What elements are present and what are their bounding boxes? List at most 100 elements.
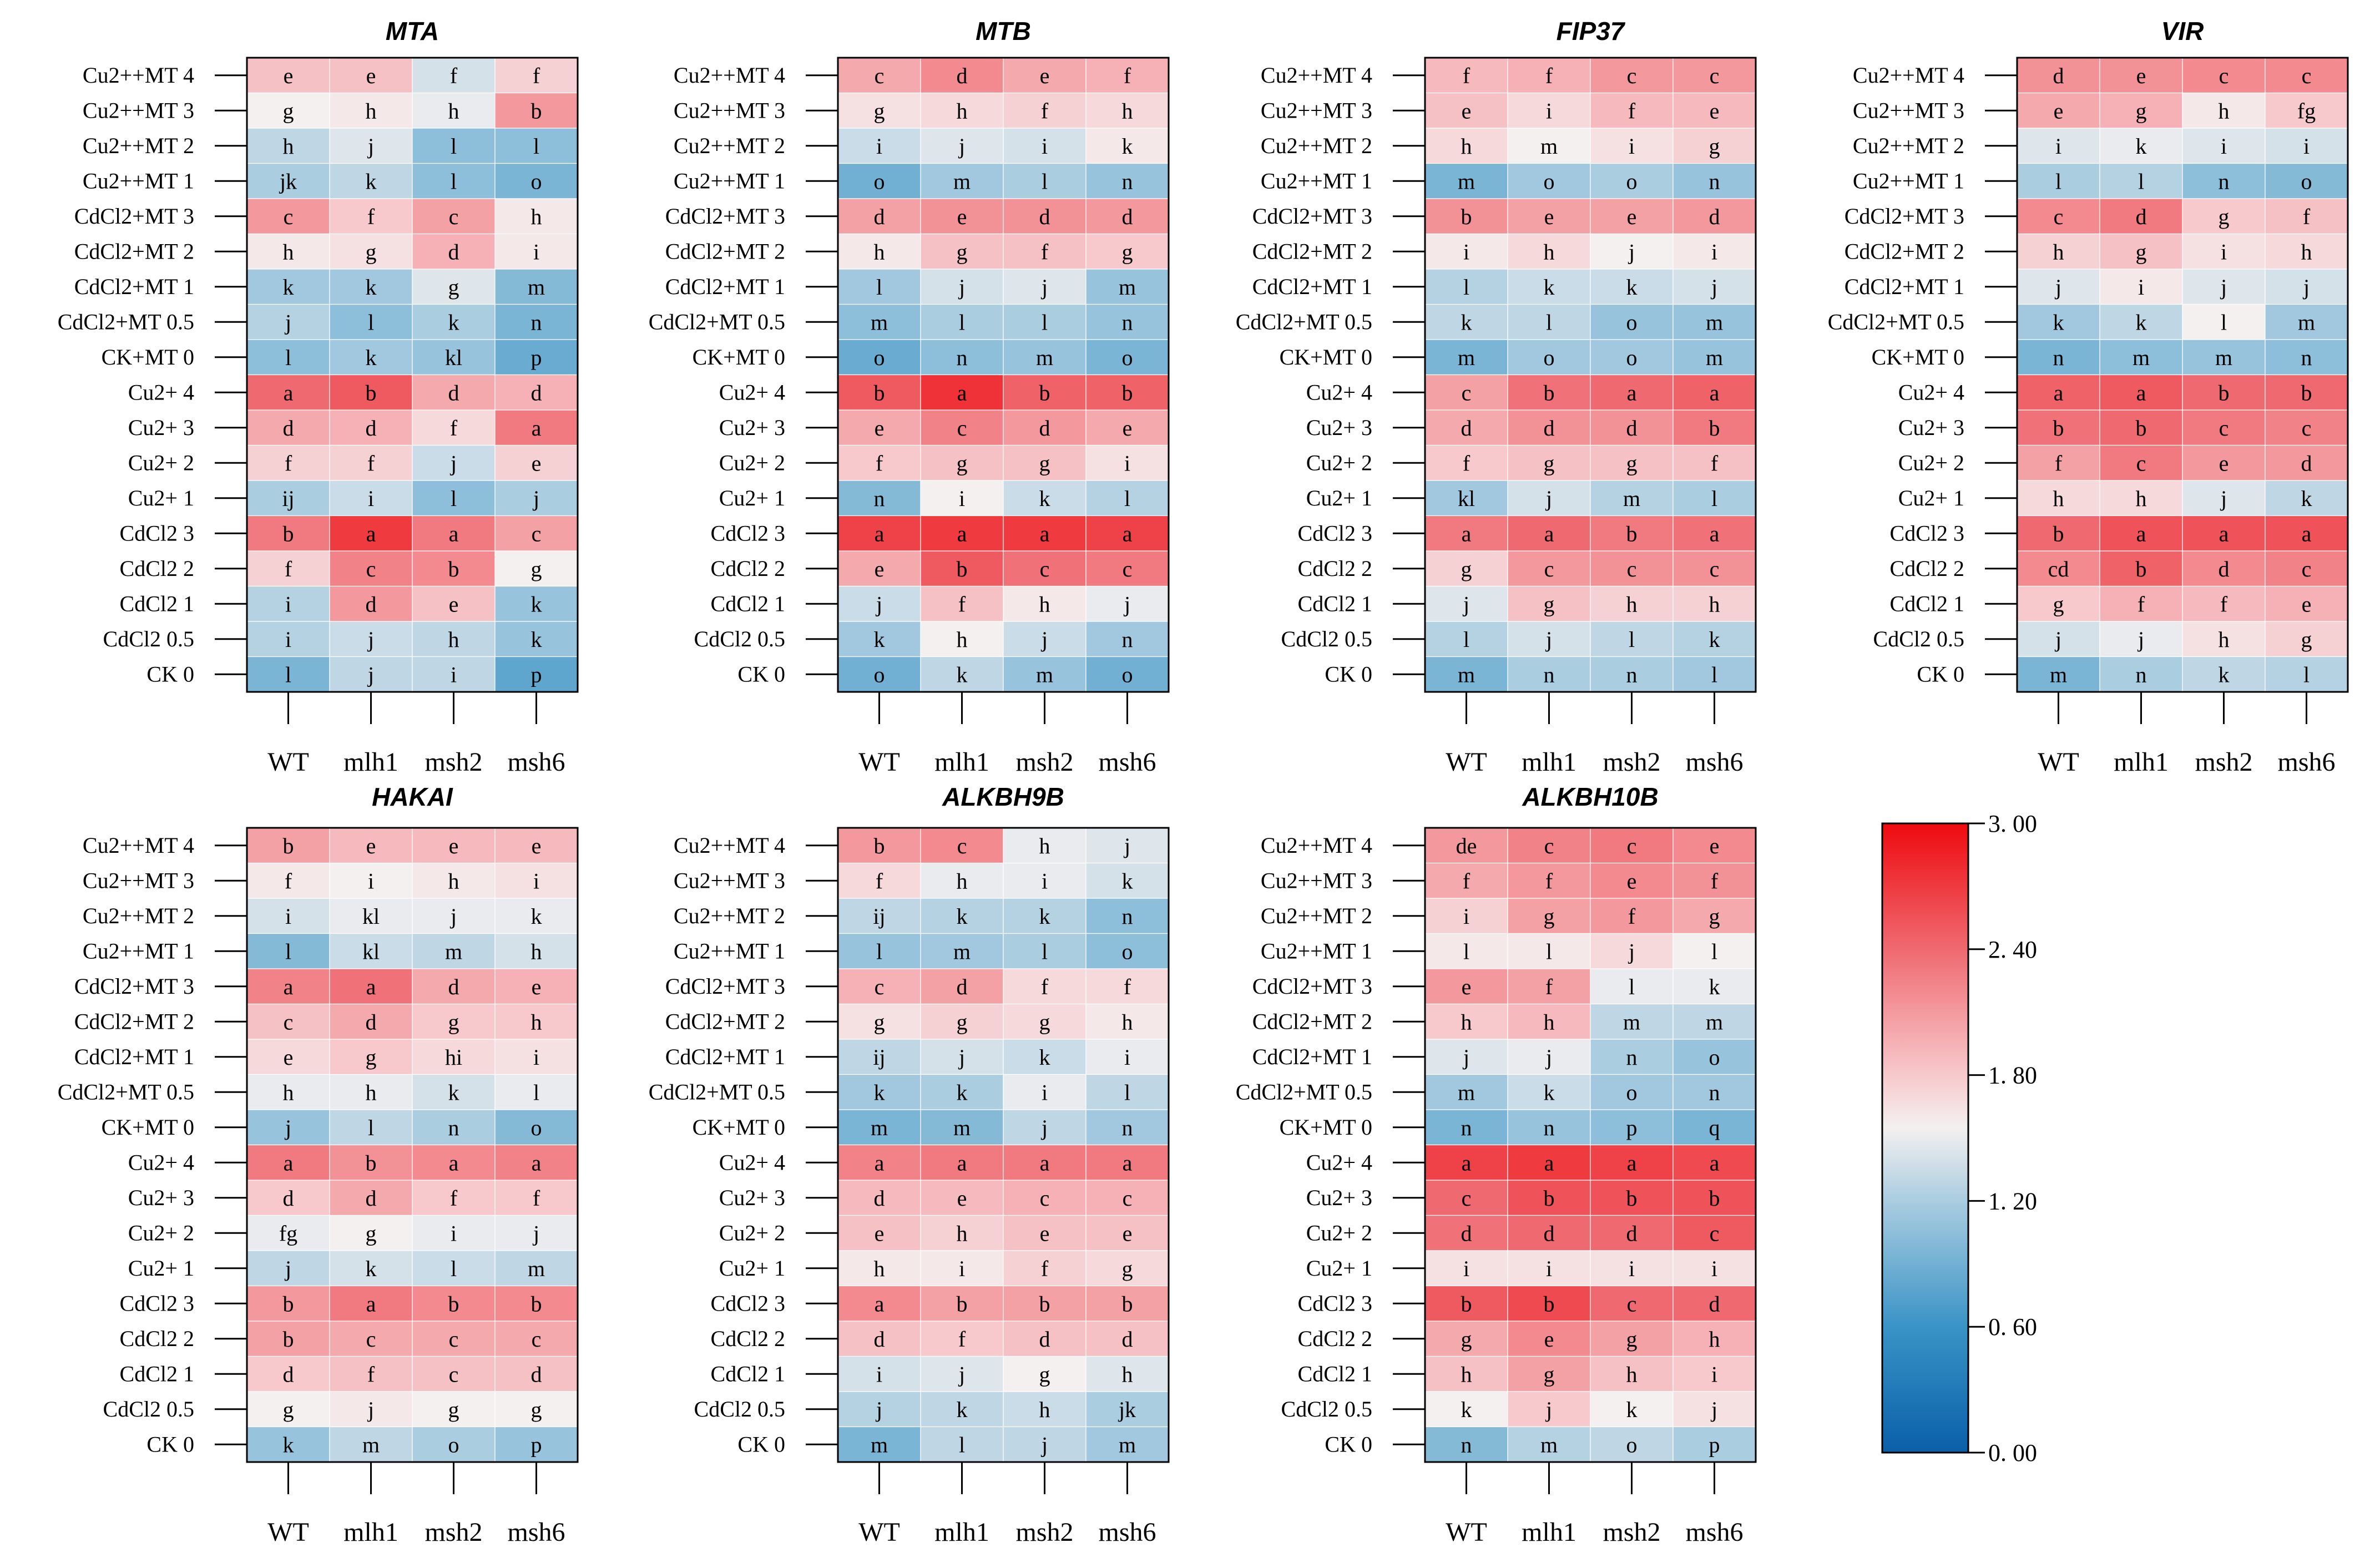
heatmap-cell [1590, 550, 1674, 587]
heatmap-cell [412, 1426, 496, 1463]
heatmap-cell [837, 444, 921, 481]
heatmap-cell [837, 933, 921, 969]
cell-letter: k [1544, 275, 1555, 300]
cell-letter: d [1039, 1327, 1050, 1352]
cell-letter: d [366, 1186, 377, 1211]
heatmap-cell [1003, 92, 1087, 129]
cell-letter: e [1627, 868, 1637, 893]
cell-letter: j [1545, 627, 1552, 652]
heatmap-cell [1672, 128, 1756, 164]
cell-letter: g [874, 98, 885, 123]
row-label: Cu2++MT 4 [1853, 63, 1964, 88]
row-label: Cu2++MT 2 [674, 133, 785, 158]
heatmap-cell [412, 374, 496, 411]
cell-letter: f [1545, 868, 1553, 893]
heatmap-cell [2182, 480, 2266, 517]
cell-letter: b [531, 98, 542, 123]
cell-letter: a [1462, 1150, 1472, 1175]
cell-letter: k [1461, 1397, 1472, 1422]
row-label: Cu2++MT 1 [83, 168, 194, 193]
cell-letter: o [448, 1432, 459, 1457]
row-label: CdCl2+MT 2 [74, 1009, 194, 1034]
heatmap-cell [329, 1144, 413, 1181]
cell-letter: e [532, 974, 542, 999]
cell-letter: a [366, 521, 376, 546]
cell-letter: a [2136, 380, 2146, 405]
heatmap-cell [2017, 339, 2100, 376]
row-label: CdCl2+MT 1 [665, 1044, 785, 1069]
cell-letter: f [1041, 1256, 1049, 1281]
cell-letter: c [2054, 204, 2064, 229]
cell-letter: b [1122, 380, 1133, 405]
row-label: CdCl2 3 [1298, 1291, 1372, 1316]
row-label: CdCl2+MT 3 [74, 974, 194, 999]
cell-letter: i [1546, 98, 1552, 123]
col-label: msh2 [425, 747, 482, 777]
col-label: WT [858, 747, 900, 777]
cell-letter: g [283, 1397, 294, 1422]
cell-letter: c [284, 204, 294, 229]
row-label: CK 0 [146, 1432, 194, 1456]
row-label: CdCl2+MT 1 [1845, 274, 1964, 299]
row-label: CdCl2+MT 3 [665, 974, 785, 999]
cell-letter: p [1709, 1432, 1720, 1457]
heatmap-cell [1424, 128, 1508, 164]
heatmap-cell [412, 1215, 496, 1251]
heatmap-cell [1424, 1144, 1508, 1181]
cell-letter: m [953, 169, 971, 194]
cell-letter: f [285, 557, 292, 581]
cell-letter: m [1036, 345, 1053, 370]
heatmap-cell [1507, 374, 1591, 411]
heatmap-cell [246, 128, 330, 164]
cell-letter: j [958, 134, 965, 159]
heatmap-cell [2182, 585, 2266, 622]
cell-letter: j [1040, 627, 1048, 652]
col-label: msh2 [2195, 747, 2252, 777]
heatmap-cell [2265, 515, 2348, 552]
heatmap-cell [412, 233, 496, 270]
row-label: Cu2++MT 2 [1261, 903, 1372, 928]
row-label: Cu2+ 4 [128, 1150, 194, 1175]
heatmap-cell [1085, 57, 1169, 94]
heatmap-cell [1003, 621, 1087, 657]
cell-letter: k [283, 275, 294, 300]
row-label: CdCl2 0.5 [1873, 626, 1964, 651]
cell-letter: b [1544, 380, 1555, 405]
cell-letter: m [953, 1115, 971, 1140]
cell-letter: e [284, 1045, 294, 1070]
heatmap-cell [2099, 374, 2183, 411]
cell-letter: d [874, 1186, 885, 1211]
heatmap-cell [494, 550, 578, 587]
cell-letter: c [2219, 416, 2229, 441]
heatmap-cell [920, 374, 1004, 411]
row-label: CdCl2+MT 0.5 [649, 1079, 785, 1104]
cell-letter: b [1461, 1291, 1472, 1316]
heatmap-cell [1085, 933, 1169, 969]
cell-letter: k [957, 1397, 968, 1422]
cell-letter: i [1463, 1256, 1469, 1281]
cell-letter: i [368, 868, 374, 893]
colorbar-tick-label: 0. 60 [1988, 1313, 2037, 1341]
cell-letter: g [1626, 1327, 1638, 1352]
heatmap-cell [2265, 128, 2348, 164]
cell-letter: d [1626, 416, 1638, 441]
cell-letter: g [957, 1009, 968, 1034]
heatmap-cell [1507, 656, 1591, 692]
heatmap-cell [1507, 827, 1591, 864]
cell-letter: h [366, 98, 377, 123]
cell-letter: f [2055, 451, 2063, 476]
colorbar-tick-label: 1. 20 [1988, 1187, 2037, 1215]
heatmap-cell [329, 1003, 413, 1040]
row-label: Cu2+ 1 [1306, 485, 1372, 510]
cell-letter: n [1122, 627, 1133, 652]
cell-letter: d [1122, 1327, 1133, 1352]
cell-letter: m [1540, 134, 1558, 159]
cell-letter: f [2220, 591, 2228, 616]
row-label: CdCl2 1 [711, 1361, 785, 1386]
cell-letter: m [1458, 345, 1475, 370]
cell-letter: f [450, 416, 458, 441]
heatmap-cell [1085, 269, 1169, 305]
heatmap-cell [1085, 444, 1169, 481]
heatmap-cell [1003, 409, 1087, 446]
row-label: CdCl2+MT 0.5 [58, 309, 194, 334]
